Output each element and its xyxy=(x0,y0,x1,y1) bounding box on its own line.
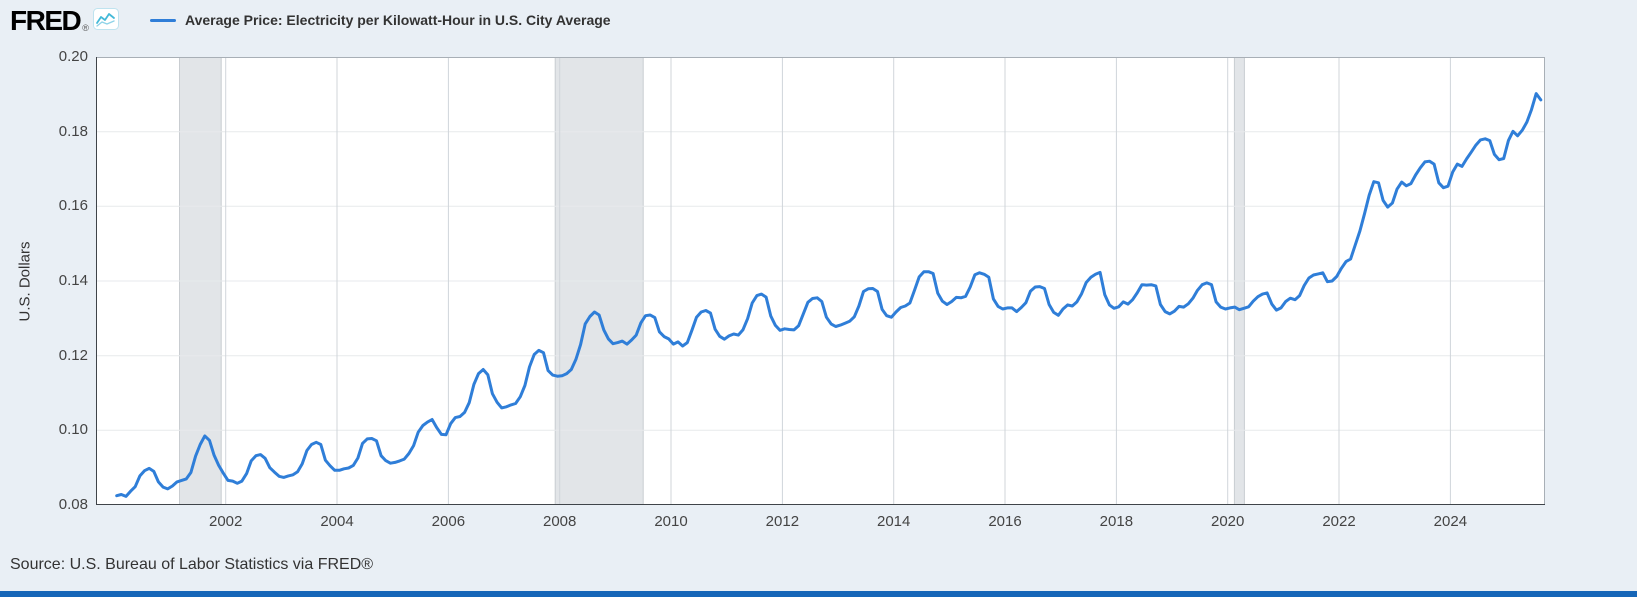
y-tick-label: 0.16 xyxy=(58,197,88,215)
source-attribution: Source: U.S. Bureau of Labor Statistics … xyxy=(10,556,374,573)
fred-logo-text: FRED xyxy=(10,5,82,36)
y-tick-label: 0.14 xyxy=(58,272,88,289)
legend-line-swatch xyxy=(150,18,176,22)
legend-series-label: Average Price: Electricity per Kilowatt-… xyxy=(185,12,611,28)
price-line-chart[interactable] xyxy=(96,57,1545,505)
x-axis: 2002 2004 2006 2008 2010 2012 2014 2016 2018 2020… xyxy=(96,506,1545,534)
y-tick-label: 0.20 xyxy=(58,48,88,65)
x-tick-label: 2024 xyxy=(1433,513,1468,530)
x-tick-label: 2018 xyxy=(1099,513,1134,530)
chart-header: FRED ® Average Price: Electricity per Ki… xyxy=(0,0,1637,48)
x-tick-label: 2012 xyxy=(765,513,800,530)
x-tick-label: 2014 xyxy=(877,513,911,530)
x-tick-label: 2010 xyxy=(654,513,688,530)
fred-logo-link[interactable]: FRED ® xyxy=(10,6,119,36)
y-tick-label: 0.08 xyxy=(58,496,88,513)
bottom-accent-bar xyxy=(0,591,1637,597)
x-tick-label: 2006 xyxy=(431,513,466,530)
registered-trademark: ® xyxy=(82,23,89,33)
x-tick-label: 2008 xyxy=(543,513,577,530)
chart-legend: Average Price: Electricity per Kilowatt-… xyxy=(150,12,611,28)
fred-sparkline-icon xyxy=(92,7,119,35)
y-tick-label: 0.12 xyxy=(58,346,88,364)
x-tick-label: 2002 xyxy=(209,513,243,530)
x-tick-label: 2022 xyxy=(1322,513,1356,530)
y-tick-label: 0.10 xyxy=(58,421,88,439)
y-axis: 0.08 0.10 0.12 0.14 0.16 0.18 0.20 xyxy=(0,48,88,513)
x-tick-label: 2016 xyxy=(988,513,1022,530)
price-line xyxy=(115,92,1543,498)
plot-area[interactable] xyxy=(96,57,1545,505)
x-tick-label: 2020 xyxy=(1211,513,1245,530)
y-tick-label: 0.18 xyxy=(58,122,88,140)
x-tick-label: 2004 xyxy=(320,513,354,530)
